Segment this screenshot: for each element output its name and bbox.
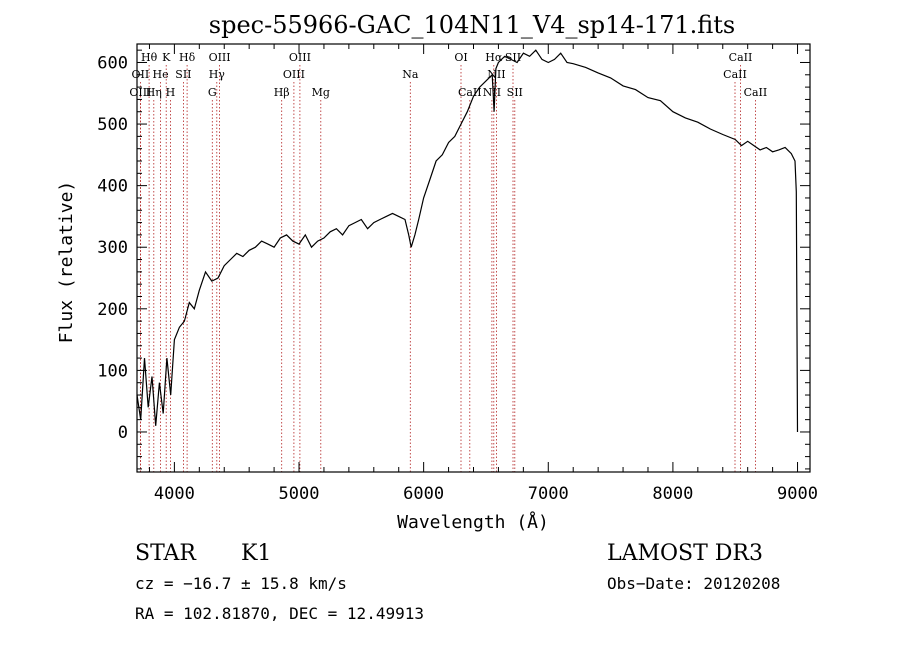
- y-axis-label: Flux (relative): [56, 181, 77, 344]
- object-class: STAR: [135, 541, 197, 566]
- x-tick-label-2: 6000: [403, 484, 444, 504]
- y-tick-label-3: 300: [97, 238, 128, 258]
- y-axis-ticks: 0 100 200 300 400 500 600: [97, 49, 810, 470]
- x-tick-label-0: 4000: [154, 484, 195, 504]
- y-tick-label-5: 500: [97, 115, 128, 135]
- survey-name: LAMOST DR3: [607, 541, 763, 566]
- line-label-26: CaII: [744, 86, 768, 99]
- line-label-11: SII: [175, 68, 191, 81]
- y-tick-label-1: 100: [97, 361, 128, 381]
- redshift-cz: cz = −16.7 ± 15.8 km/s: [135, 574, 347, 593]
- chart-title: spec-55966-GAC_104N11_V4_sp14-171.fits: [209, 11, 735, 39]
- x-tick-label-4: 8000: [652, 484, 693, 504]
- y-tick-label-2: 200: [97, 300, 128, 320]
- line-label-12: Hγ: [209, 68, 226, 81]
- emission-line-markers: [139, 65, 756, 472]
- line-label-20: G: [208, 86, 217, 99]
- line-label-14: Na: [402, 68, 419, 81]
- y-tick-label-6: 600: [97, 53, 128, 73]
- line-label-19: H: [166, 86, 176, 99]
- sky-coordinates: RA = 102.81870, DEC = 12.49913: [135, 604, 424, 623]
- y-tick-label-0: 0: [118, 423, 128, 443]
- spectrum-line: [136, 49, 799, 433]
- x-axis-ticks: 4000 5000 6000 7000 8000 9000: [148, 44, 818, 504]
- x-tick-label-1: 5000: [279, 484, 320, 504]
- x-tick-label-5: 9000: [777, 484, 818, 504]
- x-axis-label: Wavelength (Å): [397, 511, 549, 533]
- line-label-0: Hθ: [141, 51, 158, 64]
- line-label-23: CaII: [458, 86, 482, 99]
- line-label-8: CaII: [729, 51, 753, 64]
- line-label-4: OIII: [289, 51, 311, 64]
- line-label-17: OIII: [129, 86, 151, 99]
- line-label-1: K: [162, 51, 171, 64]
- object-subclass: K1: [241, 541, 271, 566]
- line-label-13: OIII: [283, 68, 305, 81]
- plot-frame: [136, 43, 811, 473]
- x-tick-label-3: 7000: [528, 484, 569, 504]
- line-label-24: NII: [483, 86, 501, 99]
- line-label-16: CaII: [723, 68, 747, 81]
- line-label-10: He: [153, 68, 169, 81]
- line-label-7: SII: [505, 51, 521, 64]
- line-label-6: Hα: [485, 51, 503, 64]
- line-label-5: OI: [454, 51, 467, 64]
- line-label-25: SII: [507, 86, 523, 99]
- line-label-3: OIII: [209, 51, 231, 64]
- y-tick-label-4: 400: [97, 177, 128, 197]
- line-label-22: Mg: [312, 86, 330, 99]
- observation-date: Obs−Date: 20120208: [607, 574, 780, 593]
- line-label-21: Hβ: [274, 86, 290, 99]
- line-label-2: Hδ: [179, 51, 196, 64]
- line-label-18: Hη: [146, 86, 162, 99]
